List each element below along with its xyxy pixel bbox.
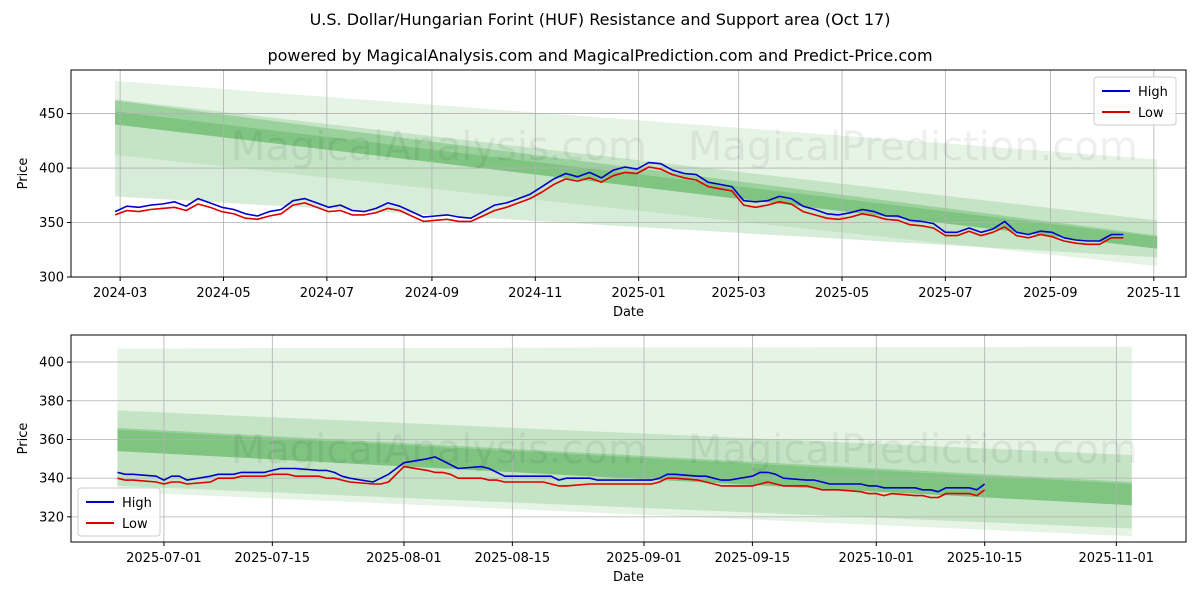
y-tick-label: 320 (39, 510, 64, 525)
y-tick-label: 400 (39, 356, 64, 371)
y-tick-label: 360 (39, 433, 64, 448)
y-axis-label: Price (16, 423, 31, 455)
series-line-high (114, 161, 1124, 242)
y-tick-label: 380 (39, 394, 64, 409)
watermark-text: MagicalAnalysis.com (231, 124, 647, 170)
y-tick-label: 350 (39, 216, 64, 231)
watermark-text: MagicalPrediction.com (688, 124, 1138, 170)
x-tick-label: 2024-09 (405, 286, 459, 301)
series-line-low (114, 166, 1124, 246)
x-tick-label: 2024-03 (93, 286, 147, 301)
legend: High Low (1093, 76, 1177, 126)
x-tick-label: 2025-09 (1023, 286, 1077, 301)
y-tick-label: 300 (39, 271, 64, 286)
x-tick-label: 2025-07-01 (126, 551, 202, 566)
x-tick-label: 2025-11 (1127, 286, 1181, 301)
y-axis-label: Price (16, 158, 31, 190)
series-line-low (117, 465, 986, 499)
x-tick-label: 2024-05 (196, 286, 250, 301)
x-tick-label: 2025-07 (918, 286, 972, 301)
x-tick-label: 2025-11-01 (1079, 551, 1155, 566)
band-area (115, 99, 1158, 258)
legend-label-low: Low (1138, 106, 1164, 121)
legend: High Low (77, 487, 161, 537)
x-tick-label: 2025-09-01 (606, 551, 682, 566)
x-tick-label: 2025-03 (711, 286, 765, 301)
band-area (115, 100, 1158, 249)
x-tick-label: 2025-09-15 (715, 551, 791, 566)
band-area (117, 346, 1132, 537)
x-tick-label: 2025-08-01 (366, 551, 442, 566)
x-tick-label: 2024-07 (300, 286, 354, 301)
x-tick-label: 2025-10-01 (838, 551, 914, 566)
x-tick-label: 2025-10-15 (947, 551, 1023, 566)
plot-frame (70, 69, 1187, 278)
chart-panel-1: 300 350 400 450 2024-03 2024-05 2024-07 2024-09… (16, 69, 1187, 320)
x-tick-label: 2025-07-15 (235, 551, 311, 566)
plot-frame (70, 334, 1187, 543)
chart-panel-2: 320 340 360 380 400 2025-07-01 2025-07-15 2025-… (16, 334, 1187, 585)
y-tick-label: 340 (39, 472, 64, 487)
x-tick-label: 2025-01 (612, 286, 666, 301)
watermark-text: MagicalPrediction.com (688, 427, 1138, 473)
series-line-high (117, 456, 986, 493)
legend-label-high: High (1138, 85, 1168, 100)
x-tick-label: 2025-05 (815, 286, 869, 301)
chart-subtitle: powered by MagicalAnalysis.com and Magic… (267, 46, 933, 65)
y-tick-label: 400 (39, 162, 64, 177)
band-area (115, 111, 1158, 249)
x-axis-label: Date (613, 305, 644, 320)
y-tick-label: 450 (39, 107, 64, 122)
watermark-text: MagicalAnalysis.com (231, 427, 647, 473)
x-tick-label: 2024-11 (508, 286, 562, 301)
legend-label-high: High (122, 496, 152, 511)
legend-label-low: Low (122, 517, 148, 532)
x-tick-label: 2025-08-15 (475, 551, 551, 566)
chart-title: U.S. Dollar/Hungarian Forint (HUF) Resis… (309, 10, 891, 29)
x-axis-label: Date (613, 570, 644, 585)
band-area (117, 410, 1132, 529)
